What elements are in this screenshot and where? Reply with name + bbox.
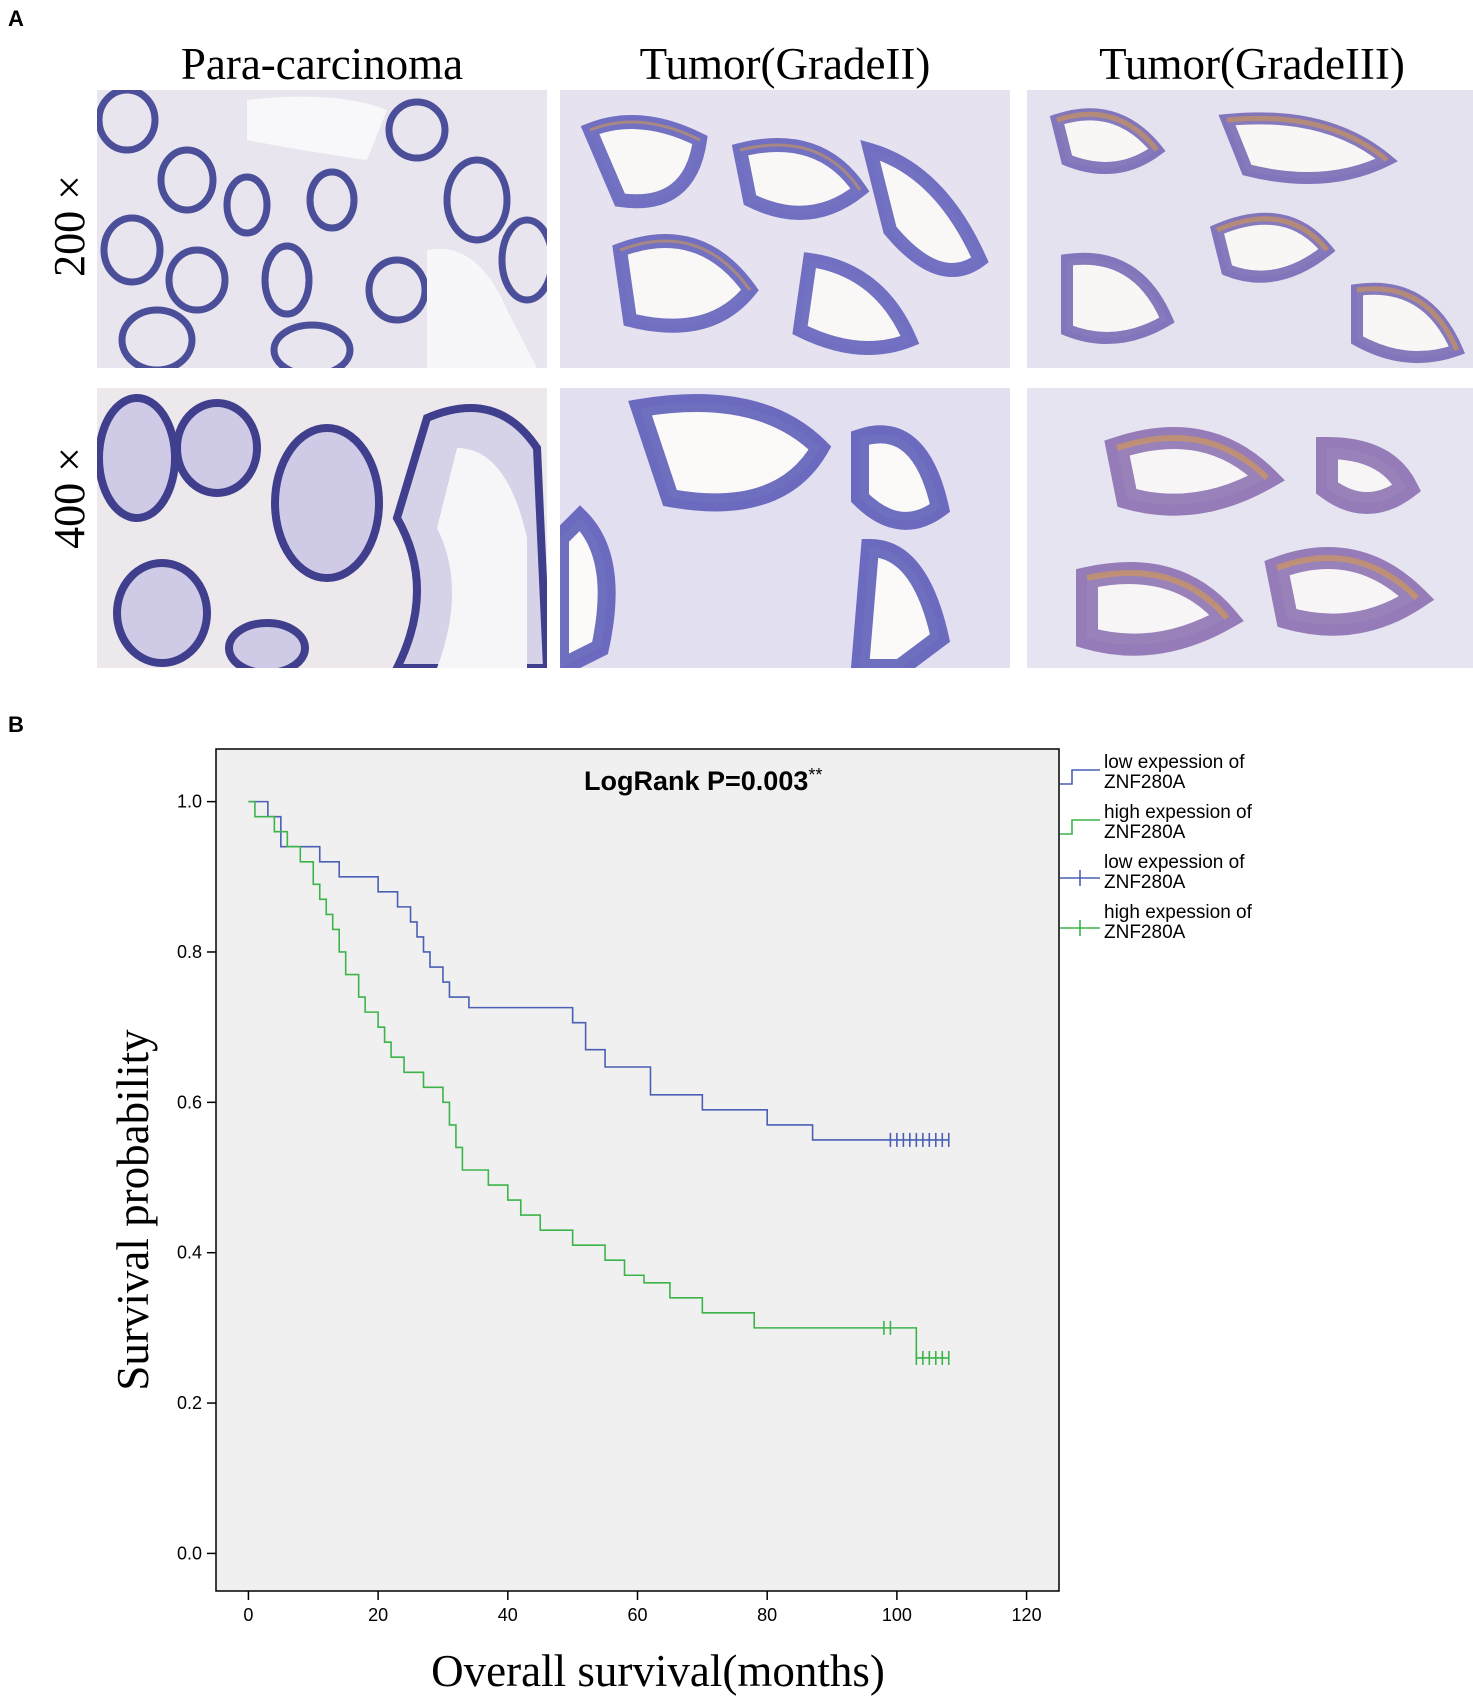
survival-curve-high — [248, 800, 949, 1359]
y-tick-label: 0.0 — [177, 1543, 202, 1563]
x-tick-label: 60 — [627, 1605, 647, 1625]
column-title-grade3: Tumor(GradeIII) — [1099, 39, 1405, 89]
micrograph-grade3-400x — [1027, 388, 1473, 668]
micrograph-grade2-400x — [560, 388, 1010, 668]
survival-curve-low — [248, 800, 949, 1141]
legend-label-line2: ZNF280A — [1104, 922, 1186, 943]
legend-label-line1: high expession of — [1104, 902, 1253, 923]
column-title-para: Para-carcinoma — [180, 39, 464, 89]
x-tick-label: 80 — [757, 1605, 777, 1625]
x-axis: 0 20 40 60 80 100 120 — [243, 1591, 1042, 1625]
plot-area — [215, 748, 1060, 1592]
y-tick-label: 1.0 — [177, 792, 202, 812]
x-axis-label: Overall survival(months) — [431, 1646, 885, 1696]
legend-label-line1: low expession of — [1104, 852, 1245, 873]
y-axis-label: Survival probability — [108, 1029, 158, 1391]
significance-stars: ** — [808, 765, 822, 785]
x-tick-label: 100 — [882, 1605, 912, 1625]
y-axis: 0.0 0.2 0.4 0.6 0.8 1.0 — [177, 792, 216, 1563]
y-tick-label: 0.2 — [177, 1393, 202, 1413]
legend-step-symbol — [1060, 769, 1100, 785]
legend-step-symbol — [1060, 819, 1100, 835]
column-title-grade2: Tumor(GradeII) — [639, 39, 931, 89]
panel-a-letter: A — [8, 6, 24, 31]
x-tick-label: 0 — [243, 1605, 253, 1625]
row-title-200x: 200 × — [45, 175, 94, 277]
legend-label-line1: high expession of — [1104, 802, 1253, 823]
legend-label-line2: ZNF280A — [1104, 822, 1186, 843]
micrograph-para-400x — [97, 388, 547, 668]
panel-b-letter: B — [8, 712, 24, 737]
y-tick-label: 0.6 — [177, 1092, 202, 1112]
y-tick-label: 0.4 — [177, 1243, 202, 1263]
legend-label-line1: low expession of — [1104, 752, 1245, 773]
micrograph-grade2-200x — [560, 90, 1010, 368]
legend-label-line2: ZNF280A — [1104, 772, 1186, 793]
logrank-annotation: LogRank P=0.003** — [584, 765, 822, 796]
survival-curves — [248, 800, 950, 1365]
x-tick-label: 20 — [368, 1605, 388, 1625]
micrograph-grade3-200x — [1027, 90, 1473, 368]
y-tick-label: 0.8 — [177, 942, 202, 962]
x-tick-label: 120 — [1012, 1605, 1042, 1625]
legend-label-line2: ZNF280A — [1104, 872, 1186, 893]
row-title-400x: 400 × — [45, 447, 94, 549]
kaplan-meier-chart: 0.0 0.2 0.4 0.6 0.8 1.0 0 20 40 60 80 100 120 LogRa… — [108, 748, 1253, 1696]
micrograph-para-200x — [97, 90, 547, 368]
x-tick-label: 40 — [498, 1605, 518, 1625]
